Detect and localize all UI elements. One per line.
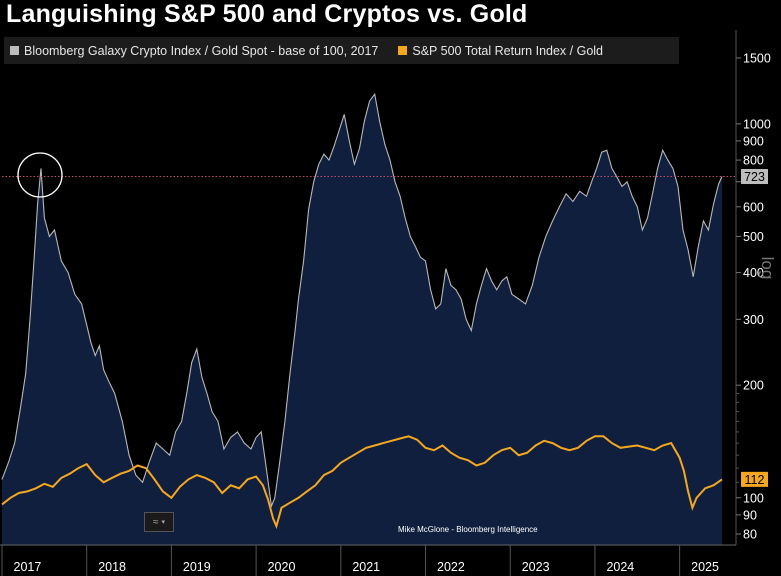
y-tick-label: 1500 [743,52,771,66]
legend-swatch-spx [398,46,408,55]
line-chart-icon: ≈ [152,516,159,528]
spx-last-value-badge-bg [741,471,768,487]
chevron-down-icon: ▾ [161,519,165,526]
y-tick-label: 1000 [743,117,771,131]
crypto-area [2,94,722,545]
chart-credit: Mike McGlone - Bloomberg Intelligence [398,525,538,534]
x-tick-label: 2024 [606,560,634,574]
x-tick-label: 2019 [183,560,211,574]
legend-label-crypto: Bloomberg Galaxy Crypto Index / Gold Spo… [24,43,379,58]
x-tick-label: 2017 [14,560,42,574]
legend-item-spx[interactable]: S&P 500 Total Return Index / Gold [398,44,603,58]
y-tick-label: 80 [743,528,757,542]
y-tick-label: 300 [743,313,764,327]
x-tick-label: 2023 [522,560,550,574]
legend: Bloomberg Galaxy Crypto Index / Gold Spo… [4,37,679,64]
peak-highlight-circle [17,152,63,198]
x-tick-label: 2020 [268,560,296,574]
y-tick-label: 100 [743,491,764,505]
legend-label-spx: S&P 500 Total Return Index / Gold [412,43,604,58]
x-tick-label: 2018 [98,560,126,574]
spx-last-value-badge: 112 [745,473,765,487]
chart-title: Languishing S&P 500 and Cryptos vs. Gold [6,0,528,28]
chart-type-button[interactable]: ≈ ▾ [144,512,174,532]
spx-line [1,435,723,530]
y-tick-label: 500 [743,230,764,244]
y-tick-label: 800 [743,154,764,168]
legend-item-crypto[interactable]: Bloomberg Galaxy Crypto Index / Gold Spo… [10,44,378,58]
y-tick-label: 200 [743,379,764,393]
crypto-last-value-badge-bg [741,169,768,185]
y-tick-label: 400 [743,266,764,280]
legend-swatch-crypto [10,46,19,55]
crypto-last-value-badge: 723 [744,170,765,184]
x-tick-label: 2025 [691,560,719,574]
axis-side-label: log [758,257,777,280]
crypto-line [1,92,723,509]
y-tick-label: 600 [743,200,764,214]
y-tick-label: 90 [743,508,757,522]
x-tick-label: 2022 [437,560,465,574]
x-tick-label: 2021 [352,560,380,574]
y-tick-label: 900 [743,134,764,148]
